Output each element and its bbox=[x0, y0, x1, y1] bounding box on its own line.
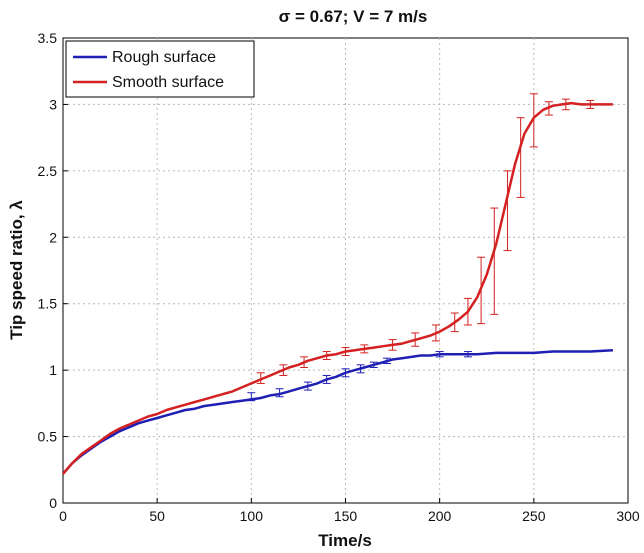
tick-layer: 0 50 100 150 200 250 300 0 0.5 1 1.5 2 2.5 3 3.5 bbox=[38, 30, 640, 524]
x-axis-label: Time/s bbox=[318, 531, 372, 550]
y-tick-label: 1 bbox=[49, 362, 57, 378]
y-tick-label: 2 bbox=[49, 229, 57, 245]
y-tick-label: 0 bbox=[49, 495, 57, 511]
x-tick-label: 200 bbox=[428, 508, 452, 524]
y-tick-label: 2.5 bbox=[38, 163, 58, 179]
legend-label-rough: Rough surface bbox=[112, 49, 216, 66]
x-tick-label: 100 bbox=[240, 508, 264, 524]
series-line-smooth bbox=[62, 101, 613, 475]
legend-box bbox=[65, 40, 255, 98]
y-tick-label: 3 bbox=[49, 96, 57, 112]
x-tick-label: 0 bbox=[59, 508, 67, 524]
y-tick-label: 0.5 bbox=[38, 429, 58, 445]
series-group bbox=[62, 93, 613, 475]
series-layer bbox=[62, 93, 613, 475]
chart-title: σ = 0.67; V = 7 m/s bbox=[279, 7, 428, 26]
y-tick-label: 3.5 bbox=[38, 30, 58, 46]
y-axis-label: Tip speed ratio, λ bbox=[7, 200, 26, 340]
series-group bbox=[62, 348, 613, 475]
x-tick-label: 250 bbox=[522, 508, 546, 524]
y-tick-label: 1.5 bbox=[38, 296, 58, 312]
x-tick-label: 150 bbox=[334, 508, 358, 524]
x-tick-label: 50 bbox=[149, 508, 165, 524]
x-tick-label: 300 bbox=[616, 508, 640, 524]
series-line-rough bbox=[62, 348, 613, 475]
legend: Rough surface Smooth surface bbox=[65, 40, 255, 98]
legend-label-smooth: Smooth surface bbox=[112, 74, 224, 91]
